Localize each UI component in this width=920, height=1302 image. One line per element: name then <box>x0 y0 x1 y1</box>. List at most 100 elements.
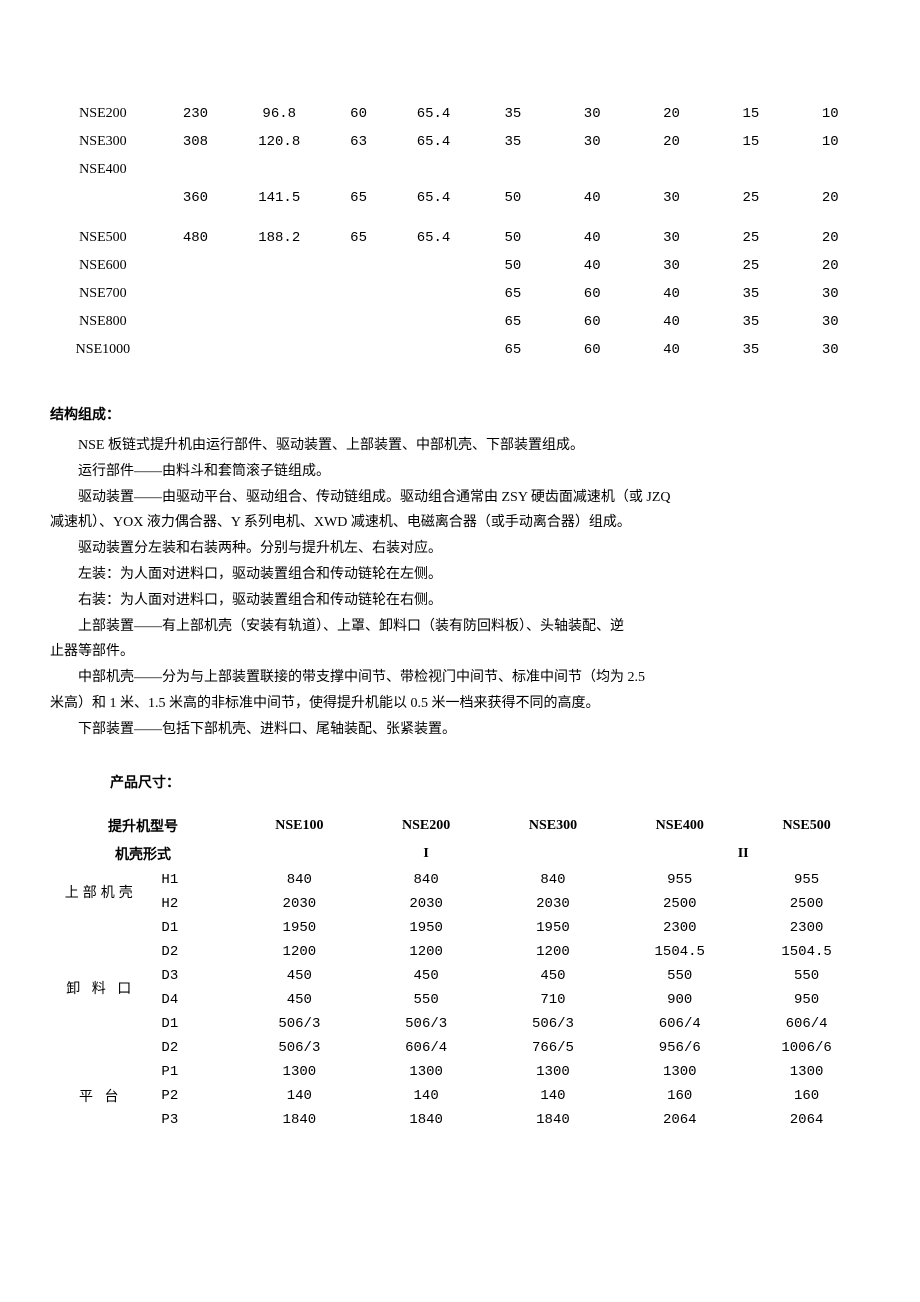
table1-cell: 60 <box>553 308 632 336</box>
table2-cell: 450 <box>236 964 363 988</box>
table1-cell: 30 <box>791 280 870 308</box>
table1-cell: 40 <box>553 184 632 212</box>
table1-cell: 50 <box>473 224 552 252</box>
table2-cell: 1300 <box>490 1060 617 1084</box>
table2-header-cell: NSE300 <box>490 812 617 840</box>
table1-row-label: NSE300 <box>50 128 156 156</box>
table2-cell: 2064 <box>616 1108 743 1132</box>
table2-sub-label: H2 <box>151 892 236 916</box>
table2-sub-label: D1 <box>151 1012 236 1036</box>
table2-cell: 950 <box>743 988 870 1012</box>
table2-cell: 955 <box>743 868 870 892</box>
table2-sub-label: P2 <box>151 1084 236 1108</box>
table2-sub-label: P1 <box>151 1060 236 1084</box>
table1-cell <box>323 252 394 280</box>
table1-cell: 30 <box>632 184 711 212</box>
table2-group-label: 平 台 <box>50 1060 151 1132</box>
table2-sub-label: P3 <box>151 1108 236 1132</box>
table2-cell: 160 <box>616 1084 743 1108</box>
table2-cell: 506/3 <box>236 1036 363 1060</box>
table2-cell: 1840 <box>490 1108 617 1132</box>
para-7a: 上部装置——有上部机壳（安装有轨道）、上罩、卸料口（装有防回料板）、头轴装配、逆 <box>50 615 870 639</box>
table2-cell: 606/4 <box>363 1036 490 1060</box>
table2-header-cell: 机壳形式 <box>50 840 236 868</box>
table2-sub-label: D2 <box>151 940 236 964</box>
table1-cell: 25 <box>711 252 790 280</box>
table1-cell <box>711 156 790 184</box>
table1-cell: 40 <box>632 336 711 364</box>
table1-cell: 10 <box>791 100 870 128</box>
table1-cell: 308 <box>156 128 235 156</box>
table1-cell: 25 <box>711 184 790 212</box>
table2-cell: 1504.5 <box>616 940 743 964</box>
table2-sub-label: D2 <box>151 1036 236 1060</box>
table2-cell: 2030 <box>363 892 490 916</box>
table2-cell: 1006/6 <box>743 1036 870 1060</box>
structure-content: NSE 板链式提升机由运行部件、驱动装置、上部装置、中部机壳、下部装置组成。 运… <box>50 434 870 742</box>
table1-cell: 480 <box>156 224 235 252</box>
table1-cell: 96.8 <box>235 100 323 128</box>
table2-group-label: 卸 料 口 <box>50 916 151 1060</box>
table2-cell: 840 <box>236 868 363 892</box>
para-3a: 驱动装置——由驱动平台、驱动组合、传动链组成。驱动组合通常由 ZSY 硬齿面减速… <box>50 486 870 510</box>
table2-cell: 766/5 <box>490 1036 617 1060</box>
table1-cell: 25 <box>711 224 790 252</box>
table2-cell: 140 <box>490 1084 617 1108</box>
table1-cell: 15 <box>711 128 790 156</box>
table2-header-cell: I <box>236 840 616 868</box>
table1-cell: 40 <box>632 308 711 336</box>
table1-cell <box>394 308 473 336</box>
table1-cell: 20 <box>791 252 870 280</box>
table1-cell: 20 <box>791 224 870 252</box>
table1-cell <box>323 156 394 184</box>
table2-cell: 550 <box>363 988 490 1012</box>
table2-sub-label: H1 <box>151 868 236 892</box>
table1-cell: 20 <box>791 184 870 212</box>
table1-cell: 141.5 <box>235 184 323 212</box>
table1-cell: 30 <box>632 252 711 280</box>
para-4: 驱动装置分左装和右装两种。分别与提升机左、右装对应。 <box>50 537 870 561</box>
table2-cell: 1300 <box>743 1060 870 1084</box>
table1-cell: 20 <box>632 100 711 128</box>
table1-cell: 30 <box>791 308 870 336</box>
dimensions-table: 提升机型号NSE100NSE200NSE300NSE400NSE500机壳形式I… <box>50 812 870 1132</box>
table2-cell: 1200 <box>490 940 617 964</box>
table1-cell <box>235 280 323 308</box>
table2-cell: 1200 <box>236 940 363 964</box>
table1-cell <box>235 336 323 364</box>
table2-cell: 606/4 <box>616 1012 743 1036</box>
dimensions-title: 产品尺寸： <box>110 772 870 792</box>
table2-cell: 1840 <box>363 1108 490 1132</box>
table1-cell <box>394 280 473 308</box>
table2-cell: 550 <box>616 964 743 988</box>
table1-cell: 65.4 <box>394 224 473 252</box>
table1-cell: 65.4 <box>394 100 473 128</box>
table1-cell: 30 <box>791 336 870 364</box>
table1-cell <box>632 156 711 184</box>
table1-cell: 65 <box>323 184 394 212</box>
table2-cell: 2500 <box>616 892 743 916</box>
table1-cell: 35 <box>473 128 552 156</box>
table2-cell: 840 <box>490 868 617 892</box>
table1-cell: 30 <box>553 128 632 156</box>
table2-cell: 550 <box>743 964 870 988</box>
table2-header-cell: NSE200 <box>363 812 490 840</box>
table1-cell <box>791 156 870 184</box>
table2-header-cell: 提升机型号 <box>50 812 236 840</box>
table1-cell <box>50 184 156 212</box>
table1-cell: 40 <box>553 252 632 280</box>
table1-cell: 65.4 <box>394 128 473 156</box>
table1-cell: 120.8 <box>235 128 323 156</box>
table2-cell: 450 <box>490 964 617 988</box>
table1-cell: 15 <box>711 100 790 128</box>
para-1: NSE 板链式提升机由运行部件、驱动装置、上部装置、中部机壳、下部装置组成。 <box>50 434 870 458</box>
spec-table-1: NSE20023096.86065.43530201510NSE30030812… <box>50 100 870 364</box>
table1-cell <box>235 252 323 280</box>
table2-cell: 160 <box>743 1084 870 1108</box>
table1-cell <box>235 308 323 336</box>
para-7b: 止器等部件。 <box>50 640 870 664</box>
table2-cell: 2064 <box>743 1108 870 1132</box>
table1-cell <box>156 336 235 364</box>
table1-cell <box>394 156 473 184</box>
table2-cell: 1300 <box>616 1060 743 1084</box>
